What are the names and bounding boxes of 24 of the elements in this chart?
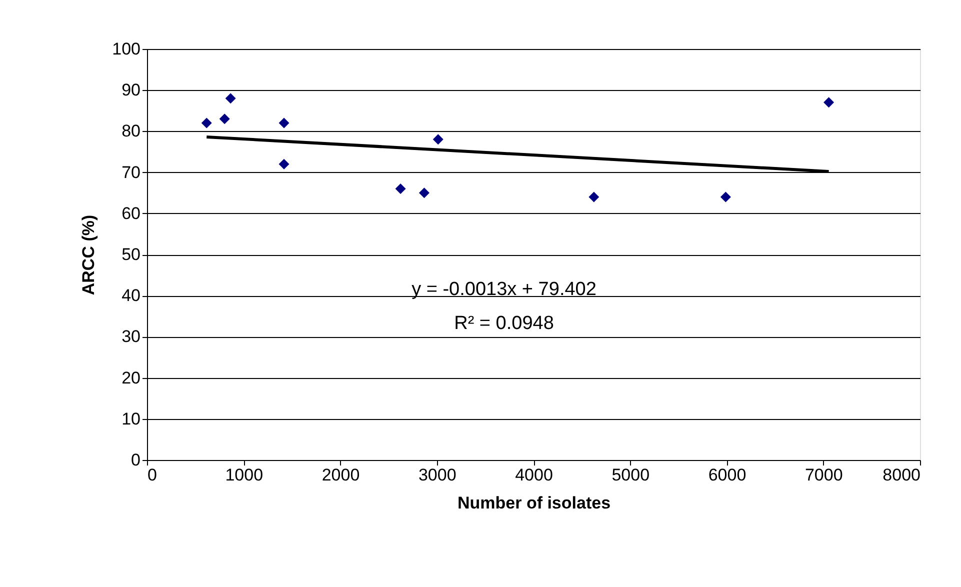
y-axis-title: ARCC (%) <box>79 214 98 296</box>
x-axis-title: Number of isolates <box>457 494 611 512</box>
annotation: R² = 0.0948 <box>454 313 554 334</box>
y-tick-label: 70 <box>122 162 140 182</box>
y-tick-label: 50 <box>122 245 140 264</box>
y-tick-label: 30 <box>122 327 140 346</box>
x-tick-label: 3000 <box>418 466 456 484</box>
x-tick-label: 2000 <box>322 466 360 484</box>
x-tick-label: 7000 <box>804 466 843 484</box>
x-tick-label: 0 <box>148 466 157 484</box>
x-tick-label: 5000 <box>612 466 650 484</box>
y-tick-label: 10 <box>122 409 140 428</box>
y-tick-label: 90 <box>122 80 140 100</box>
annotation: y = -0.0013x + 79.402 <box>412 279 596 300</box>
x-tick-label: 4000 <box>515 466 553 484</box>
y-tick-label: 40 <box>122 286 140 306</box>
x-tick-label: 1000 <box>225 466 264 484</box>
y-tick-label: 80 <box>122 122 140 141</box>
y-tick-label: 100 <box>112 40 140 58</box>
y-tick-label: 20 <box>122 368 140 388</box>
x-tick-label: 8000 <box>882 466 920 484</box>
y-tick-label: 0 <box>131 450 140 470</box>
y-tick-label: 60 <box>122 204 140 223</box>
x-tick-label: 6000 <box>708 466 746 484</box>
